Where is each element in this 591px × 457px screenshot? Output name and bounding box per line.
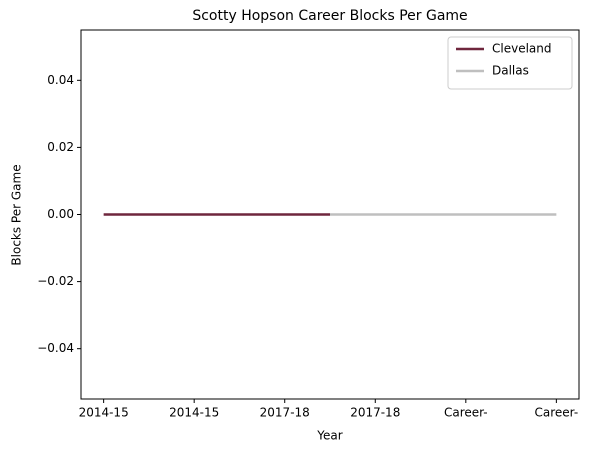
x-tick-label: 2017-18: [350, 406, 400, 420]
x-tick-label: Career-: [444, 406, 488, 420]
y-tick-label: −0.02: [37, 274, 74, 288]
y-tick-label: 0.02: [47, 140, 74, 154]
y-tick-label: 0.04: [47, 73, 74, 87]
x-tick-label: 2014-15: [169, 406, 219, 420]
y-axis-label: Blocks Per Game: [10, 164, 24, 265]
y-tick-label: 0.00: [47, 207, 74, 221]
plot-frame: [80, 29, 580, 400]
x-tick-label: 2014-15: [79, 406, 129, 420]
legend-label: Dallas: [492, 64, 529, 78]
x-axis-label: Year: [316, 429, 342, 443]
legend-label: Cleveland: [492, 42, 552, 56]
x-tick-label: Career-: [535, 406, 579, 420]
x-tick-label: 2017-18: [260, 406, 310, 420]
y-tick-label: −0.04: [37, 341, 74, 355]
chart-title: Scotty Hopson Career Blocks Per Game: [192, 8, 467, 24]
